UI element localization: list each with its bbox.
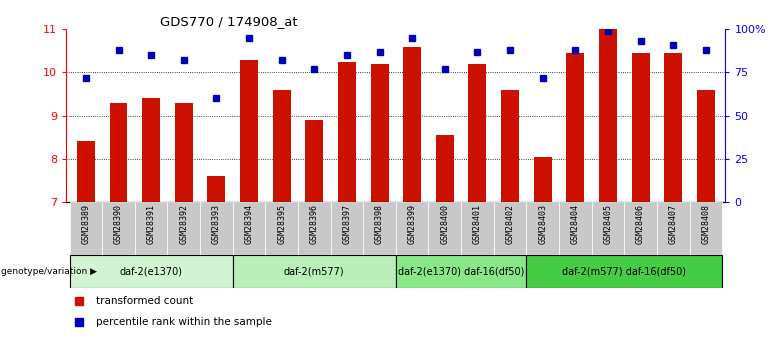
Bar: [632, 53, 650, 202]
Bar: [591, 202, 624, 255]
Bar: [436, 135, 454, 202]
Bar: [240, 59, 258, 202]
Bar: [135, 202, 168, 255]
Bar: [599, 29, 617, 202]
Text: percentile rank within the sample: percentile rank within the sample: [96, 317, 272, 327]
Bar: [690, 202, 722, 255]
Bar: [501, 90, 519, 202]
Text: transformed count: transformed count: [96, 296, 193, 306]
Text: GSM28406: GSM28406: [636, 205, 645, 245]
Text: GSM28399: GSM28399: [408, 205, 417, 245]
Bar: [338, 62, 356, 202]
Text: GSM28395: GSM28395: [277, 205, 286, 245]
Bar: [624, 202, 657, 255]
Bar: [428, 202, 461, 255]
Text: daf-2(m577) daf-16(df50): daf-2(m577) daf-16(df50): [562, 267, 686, 277]
Text: GSM28390: GSM28390: [114, 205, 123, 245]
Bar: [559, 202, 591, 255]
Text: daf-2(m577): daf-2(m577): [284, 267, 345, 277]
Text: GSM28389: GSM28389: [81, 205, 90, 245]
Bar: [363, 202, 395, 255]
Text: GSM28408: GSM28408: [701, 205, 711, 245]
Bar: [494, 202, 526, 255]
Text: GSM28397: GSM28397: [342, 205, 352, 245]
Bar: [657, 202, 690, 255]
Bar: [697, 90, 714, 202]
Text: GSM28396: GSM28396: [310, 205, 319, 245]
Text: genotype/variation ▶: genotype/variation ▶: [1, 267, 97, 276]
Bar: [534, 157, 551, 202]
Bar: [403, 47, 421, 202]
Bar: [207, 176, 225, 202]
Text: GSM28392: GSM28392: [179, 205, 188, 245]
Text: daf-2(e1370) daf-16(df50): daf-2(e1370) daf-16(df50): [398, 267, 524, 277]
Bar: [109, 103, 127, 202]
Text: GSM28398: GSM28398: [375, 205, 384, 245]
Text: GSM28403: GSM28403: [538, 205, 548, 245]
Text: daf-2(e1370): daf-2(e1370): [119, 267, 183, 277]
Bar: [265, 202, 298, 255]
Bar: [395, 255, 526, 288]
Bar: [232, 202, 265, 255]
Bar: [305, 120, 323, 202]
Bar: [69, 255, 232, 288]
Text: GDS770 / 174908_at: GDS770 / 174908_at: [160, 16, 297, 29]
Bar: [331, 202, 363, 255]
Bar: [526, 202, 559, 255]
Text: GSM28400: GSM28400: [440, 205, 449, 245]
Bar: [77, 141, 95, 202]
Text: GSM28405: GSM28405: [604, 205, 612, 245]
Bar: [395, 202, 428, 255]
Bar: [200, 202, 232, 255]
Text: GSM28391: GSM28391: [147, 205, 156, 245]
Bar: [665, 53, 682, 202]
Bar: [273, 90, 291, 202]
Text: GSM28407: GSM28407: [668, 205, 678, 245]
Bar: [69, 202, 102, 255]
Bar: [370, 64, 388, 202]
Text: GSM28402: GSM28402: [505, 205, 515, 245]
Bar: [142, 98, 160, 202]
Text: GSM28401: GSM28401: [473, 205, 482, 245]
Bar: [298, 202, 331, 255]
Bar: [461, 202, 494, 255]
Text: GSM28404: GSM28404: [571, 205, 580, 245]
Bar: [102, 202, 135, 255]
Bar: [232, 255, 395, 288]
Bar: [175, 103, 193, 202]
Text: GSM28394: GSM28394: [244, 205, 254, 245]
Bar: [469, 64, 487, 202]
Bar: [526, 255, 722, 288]
Bar: [168, 202, 200, 255]
Text: GSM28393: GSM28393: [212, 205, 221, 245]
Bar: [566, 53, 584, 202]
